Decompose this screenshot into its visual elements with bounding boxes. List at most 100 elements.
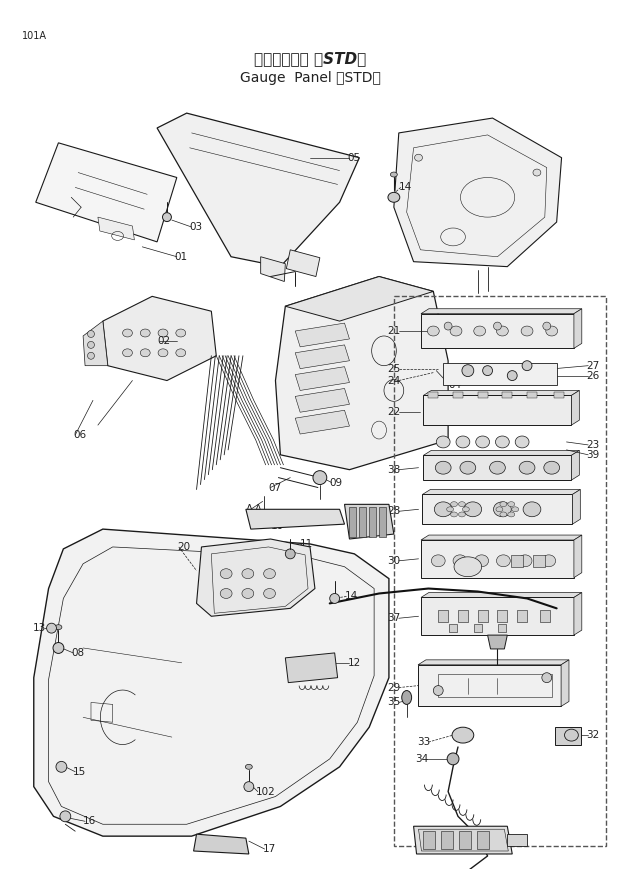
Polygon shape [574, 309, 582, 348]
Ellipse shape [490, 461, 505, 474]
Ellipse shape [123, 349, 133, 357]
Text: 34: 34 [415, 754, 428, 764]
Polygon shape [572, 450, 579, 480]
Polygon shape [394, 118, 562, 266]
Polygon shape [422, 490, 580, 494]
Ellipse shape [436, 436, 450, 448]
Ellipse shape [497, 555, 510, 567]
Ellipse shape [330, 594, 340, 603]
Text: 01: 01 [175, 251, 188, 262]
Polygon shape [421, 313, 574, 348]
Text: 30: 30 [388, 556, 401, 566]
Text: 102: 102 [255, 787, 275, 796]
Polygon shape [418, 665, 561, 706]
Polygon shape [83, 321, 108, 366]
Polygon shape [574, 593, 582, 635]
Ellipse shape [313, 471, 327, 485]
Polygon shape [103, 296, 216, 381]
Text: 29: 29 [388, 683, 401, 692]
Ellipse shape [87, 341, 94, 348]
Polygon shape [487, 635, 507, 649]
Ellipse shape [476, 436, 490, 448]
Text: 24: 24 [388, 375, 401, 386]
Polygon shape [555, 727, 582, 745]
Polygon shape [423, 450, 579, 456]
Polygon shape [574, 535, 582, 578]
Text: 101A: 101A [22, 31, 47, 41]
Text: 17: 17 [263, 844, 276, 854]
Ellipse shape [500, 512, 507, 517]
Polygon shape [449, 624, 457, 632]
Polygon shape [527, 393, 537, 398]
Polygon shape [423, 831, 435, 849]
Polygon shape [572, 490, 580, 524]
Text: A: A [246, 505, 253, 514]
Ellipse shape [415, 155, 422, 162]
Ellipse shape [246, 765, 252, 769]
Ellipse shape [458, 502, 466, 506]
Polygon shape [295, 323, 350, 347]
Polygon shape [441, 831, 453, 849]
Ellipse shape [427, 326, 439, 336]
Polygon shape [295, 345, 350, 368]
Polygon shape [428, 393, 438, 398]
Text: 35: 35 [388, 698, 401, 707]
Ellipse shape [543, 322, 551, 330]
Text: A: A [255, 505, 262, 514]
Ellipse shape [402, 691, 412, 705]
Ellipse shape [158, 349, 168, 357]
Polygon shape [554, 393, 564, 398]
Polygon shape [502, 393, 512, 398]
Ellipse shape [512, 507, 519, 512]
Ellipse shape [433, 685, 443, 696]
Polygon shape [260, 257, 285, 281]
Ellipse shape [435, 461, 451, 474]
Ellipse shape [500, 502, 507, 506]
Ellipse shape [508, 512, 515, 517]
Polygon shape [533, 555, 545, 567]
Text: 06: 06 [73, 430, 86, 440]
Ellipse shape [123, 329, 133, 337]
Polygon shape [477, 831, 489, 849]
Polygon shape [197, 539, 315, 616]
Text: 16: 16 [83, 816, 96, 826]
Text: 27: 27 [587, 361, 600, 371]
Text: 14: 14 [399, 182, 412, 192]
Ellipse shape [542, 555, 556, 567]
Ellipse shape [496, 507, 503, 512]
Ellipse shape [542, 673, 552, 683]
Text: 25: 25 [388, 364, 401, 374]
Ellipse shape [521, 326, 533, 336]
Ellipse shape [451, 502, 458, 506]
Polygon shape [453, 393, 463, 398]
Ellipse shape [533, 169, 541, 176]
Ellipse shape [494, 502, 512, 517]
Text: 15: 15 [73, 766, 86, 777]
Polygon shape [246, 509, 345, 529]
Text: 39: 39 [587, 450, 600, 460]
Polygon shape [478, 610, 487, 622]
Polygon shape [512, 555, 523, 567]
Text: 21: 21 [388, 326, 401, 336]
Polygon shape [507, 835, 527, 846]
Text: 33: 33 [417, 737, 430, 747]
Text: 20: 20 [177, 542, 190, 552]
Polygon shape [285, 277, 433, 321]
Ellipse shape [446, 507, 454, 512]
Polygon shape [193, 835, 249, 854]
Ellipse shape [220, 568, 232, 579]
Polygon shape [561, 660, 569, 706]
Text: 13: 13 [32, 623, 46, 633]
Polygon shape [379, 507, 386, 537]
Ellipse shape [46, 623, 56, 633]
Polygon shape [497, 610, 507, 622]
Polygon shape [345, 505, 394, 539]
Ellipse shape [434, 502, 452, 517]
Ellipse shape [176, 349, 186, 357]
Polygon shape [423, 390, 579, 395]
Text: 23: 23 [587, 440, 600, 450]
Ellipse shape [388, 192, 400, 203]
Ellipse shape [285, 549, 295, 559]
Ellipse shape [497, 326, 508, 336]
Ellipse shape [242, 588, 254, 598]
